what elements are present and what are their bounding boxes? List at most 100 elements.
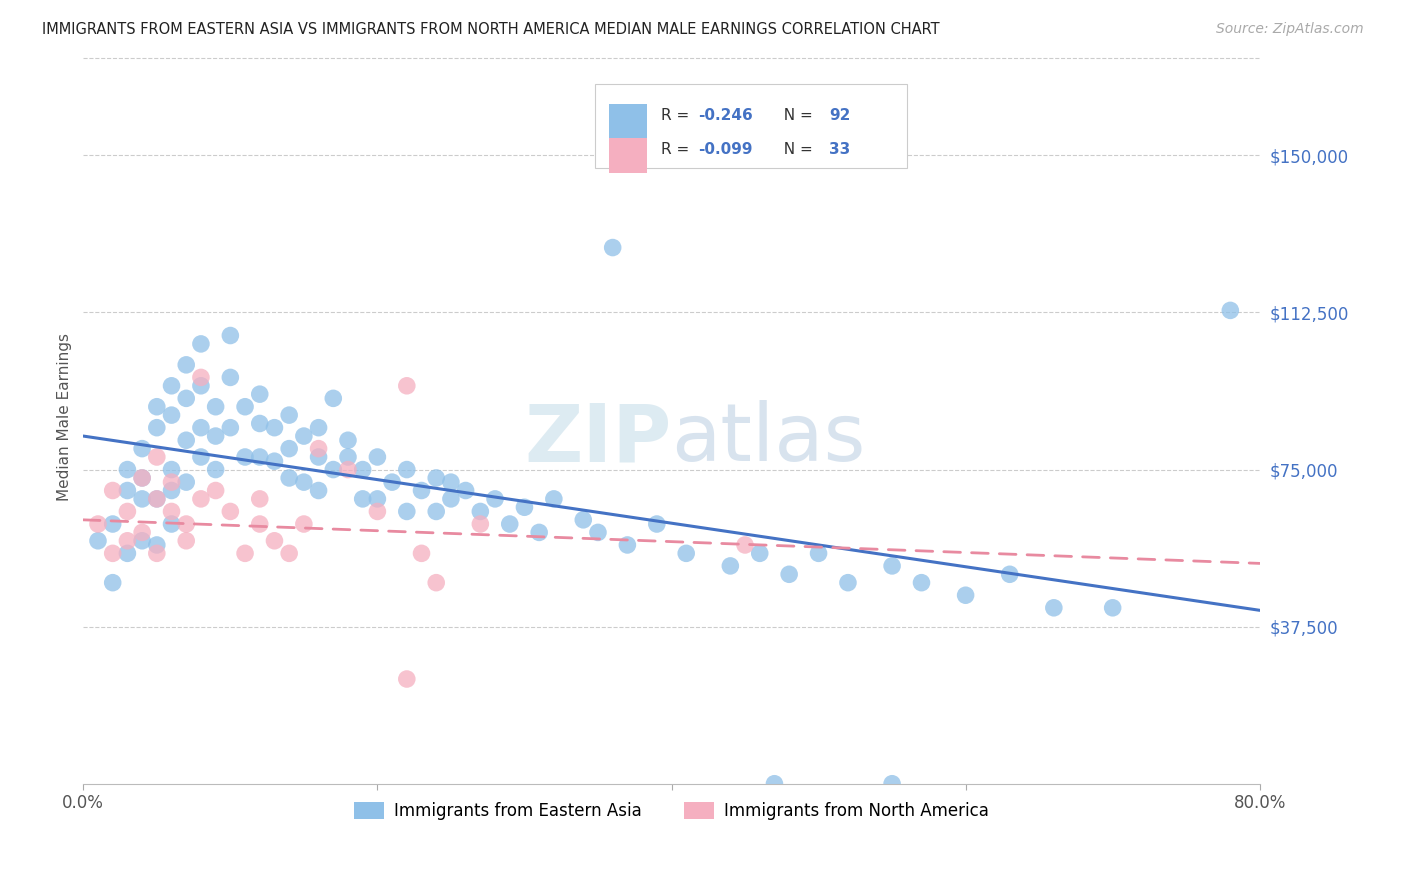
Point	[249, 450, 271, 464]
Point	[586, 525, 609, 540]
Point	[160, 504, 183, 518]
Point	[366, 491, 388, 506]
Point	[352, 462, 374, 476]
Point	[233, 450, 256, 464]
Point	[249, 417, 271, 431]
Text: N =: N =	[773, 142, 817, 157]
Point	[837, 575, 859, 590]
Point	[219, 504, 242, 518]
Text: -0.099: -0.099	[699, 142, 754, 157]
Point	[233, 400, 256, 414]
Text: R =: R =	[661, 142, 695, 157]
Point	[219, 328, 242, 343]
Text: -0.246: -0.246	[699, 108, 754, 123]
Point	[160, 483, 183, 498]
Point	[470, 516, 492, 531]
Point	[131, 471, 153, 485]
Point	[308, 450, 330, 464]
Point	[174, 516, 197, 531]
Point	[87, 533, 110, 548]
Point	[395, 462, 418, 476]
Point	[395, 379, 418, 393]
Point	[748, 546, 770, 560]
Point	[381, 475, 404, 490]
Point	[160, 462, 183, 476]
Point	[880, 558, 903, 573]
Point	[117, 483, 139, 498]
Text: IMMIGRANTS FROM EASTERN ASIA VS IMMIGRANTS FROM NORTH AMERICA MEDIAN MALE EARNIN: IMMIGRANTS FROM EASTERN ASIA VS IMMIGRAN…	[42, 22, 939, 37]
Point	[249, 387, 271, 401]
Y-axis label: Median Male Earnings: Median Male Earnings	[58, 334, 72, 501]
Point	[131, 533, 153, 548]
Point	[543, 491, 565, 506]
Point	[117, 462, 139, 476]
Point	[160, 408, 183, 422]
Point	[263, 533, 285, 548]
Point	[395, 672, 418, 686]
Point	[174, 358, 197, 372]
Point	[527, 525, 550, 540]
Point	[675, 546, 697, 560]
Point	[101, 516, 124, 531]
Point	[499, 516, 522, 531]
Text: R =: R =	[661, 108, 695, 123]
Point	[411, 546, 433, 560]
Point	[117, 504, 139, 518]
Point	[366, 450, 388, 464]
Point	[704, 128, 727, 142]
Point	[101, 483, 124, 498]
Point	[131, 491, 153, 506]
Point	[470, 504, 492, 518]
Point	[734, 538, 756, 552]
FancyBboxPatch shape	[609, 137, 647, 173]
Point	[204, 429, 226, 443]
Point	[425, 575, 447, 590]
Point	[174, 533, 197, 548]
Point	[292, 475, 315, 490]
Point	[718, 558, 741, 573]
Point	[219, 370, 242, 384]
Point	[278, 442, 301, 456]
Point	[454, 483, 477, 498]
FancyBboxPatch shape	[609, 104, 647, 139]
Point	[101, 575, 124, 590]
Point	[146, 538, 169, 552]
Point	[160, 379, 183, 393]
Point	[204, 400, 226, 414]
Point	[146, 450, 169, 464]
Point	[440, 475, 463, 490]
Point	[174, 475, 197, 490]
Point	[955, 588, 977, 602]
Text: 92: 92	[830, 108, 851, 123]
Point	[337, 450, 360, 464]
Point	[249, 491, 271, 506]
Point	[204, 462, 226, 476]
Point	[910, 575, 932, 590]
Text: atlas: atlas	[672, 401, 866, 478]
Point	[778, 567, 800, 582]
Point	[440, 491, 463, 506]
Point	[87, 516, 110, 531]
Point	[1043, 600, 1066, 615]
Point	[292, 429, 315, 443]
Point	[616, 538, 638, 552]
Point	[174, 392, 197, 406]
Text: Source: ZipAtlas.com: Source: ZipAtlas.com	[1216, 22, 1364, 37]
Point	[308, 483, 330, 498]
Point	[190, 491, 212, 506]
Point	[366, 504, 388, 518]
Point	[190, 379, 212, 393]
Point	[146, 400, 169, 414]
Point	[1219, 303, 1241, 318]
Text: 33: 33	[830, 142, 851, 157]
Point	[190, 370, 212, 384]
Point	[146, 546, 169, 560]
Point	[117, 533, 139, 548]
Point	[117, 546, 139, 560]
Point	[411, 483, 433, 498]
Point	[146, 491, 169, 506]
Point	[513, 500, 536, 515]
Point	[308, 420, 330, 434]
Point	[602, 241, 624, 255]
FancyBboxPatch shape	[595, 84, 907, 168]
